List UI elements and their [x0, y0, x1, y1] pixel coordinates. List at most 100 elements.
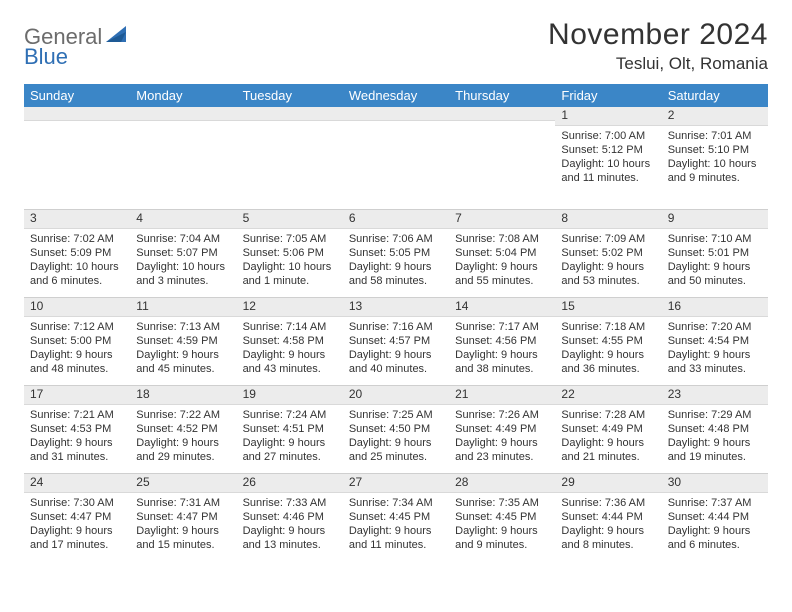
day-cell	[449, 121, 555, 209]
sunrise-text: Sunrise: 7:05 AM	[243, 232, 337, 246]
day-cell: 2Sunrise: 7:01 AMSunset: 5:10 PMDaylight…	[662, 121, 768, 209]
sunset-text: Sunset: 4:44 PM	[668, 510, 762, 524]
day-number: 4	[130, 209, 236, 229]
weekday-header-row: Sunday Monday Tuesday Wednesday Thursday…	[24, 84, 768, 107]
sunset-text: Sunset: 4:57 PM	[349, 334, 443, 348]
daylight-text: Daylight: 10 hours and 1 minute.	[243, 260, 337, 289]
day-body: Sunrise: 7:36 AMSunset: 4:44 PMDaylight:…	[555, 493, 661, 559]
day-cell: 18Sunrise: 7:22 AMSunset: 4:52 PMDayligh…	[130, 385, 236, 473]
sunrise-text: Sunrise: 7:30 AM	[30, 496, 124, 510]
day-number: 10	[24, 297, 130, 317]
day-number: 9	[662, 209, 768, 229]
day-number: 7	[449, 209, 555, 229]
day-cell: 28Sunrise: 7:35 AMSunset: 4:45 PMDayligh…	[449, 473, 555, 561]
sunset-text: Sunset: 5:10 PM	[668, 143, 762, 157]
daylight-text: Daylight: 9 hours and 58 minutes.	[349, 260, 443, 289]
day-cell: 13Sunrise: 7:16 AMSunset: 4:57 PMDayligh…	[343, 297, 449, 385]
daylight-text: Daylight: 9 hours and 53 minutes.	[561, 260, 655, 289]
daylight-text: Daylight: 9 hours and 48 minutes.	[30, 348, 124, 377]
day-body: Sunrise: 7:02 AMSunset: 5:09 PMDaylight:…	[24, 229, 130, 295]
day-cell: 30Sunrise: 7:37 AMSunset: 4:44 PMDayligh…	[662, 473, 768, 561]
day-cell: 3Sunrise: 7:02 AMSunset: 5:09 PMDaylight…	[24, 209, 130, 297]
daylight-text: Daylight: 9 hours and 45 minutes.	[136, 348, 230, 377]
sunrise-text: Sunrise: 7:08 AM	[455, 232, 549, 246]
sunrise-text: Sunrise: 7:24 AM	[243, 408, 337, 422]
sunrise-text: Sunrise: 7:16 AM	[349, 320, 443, 334]
sunset-text: Sunset: 4:45 PM	[455, 510, 549, 524]
day-cell: 27Sunrise: 7:34 AMSunset: 4:45 PMDayligh…	[343, 473, 449, 561]
weekday-saturday: Saturday	[662, 84, 768, 107]
day-cell: 10Sunrise: 7:12 AMSunset: 5:00 PMDayligh…	[24, 297, 130, 385]
day-cell: 9Sunrise: 7:10 AMSunset: 5:01 PMDaylight…	[662, 209, 768, 297]
day-cell: 26Sunrise: 7:33 AMSunset: 4:46 PMDayligh…	[237, 473, 343, 561]
sunset-text: Sunset: 4:49 PM	[455, 422, 549, 436]
sunrise-text: Sunrise: 7:09 AM	[561, 232, 655, 246]
sunrise-text: Sunrise: 7:17 AM	[455, 320, 549, 334]
sunrise-text: Sunrise: 7:02 AM	[30, 232, 124, 246]
sunset-text: Sunset: 4:54 PM	[668, 334, 762, 348]
sunset-text: Sunset: 4:47 PM	[136, 510, 230, 524]
day-cell: 22Sunrise: 7:28 AMSunset: 4:49 PMDayligh…	[555, 385, 661, 473]
daylight-text: Daylight: 9 hours and 33 minutes.	[668, 348, 762, 377]
day-number: 19	[237, 385, 343, 405]
day-body: Sunrise: 7:05 AMSunset: 5:06 PMDaylight:…	[237, 229, 343, 295]
sunrise-text: Sunrise: 7:21 AM	[30, 408, 124, 422]
sunset-text: Sunset: 5:01 PM	[668, 246, 762, 260]
day-body: Sunrise: 7:16 AMSunset: 4:57 PMDaylight:…	[343, 317, 449, 383]
day-number: 17	[24, 385, 130, 405]
sunset-text: Sunset: 4:49 PM	[561, 422, 655, 436]
day-cell: 17Sunrise: 7:21 AMSunset: 4:53 PMDayligh…	[24, 385, 130, 473]
sunset-text: Sunset: 4:45 PM	[349, 510, 443, 524]
day-number: 3	[24, 209, 130, 229]
daylight-text: Daylight: 10 hours and 9 minutes.	[668, 157, 762, 186]
sunrise-text: Sunrise: 7:00 AM	[561, 129, 655, 143]
daylight-text: Daylight: 9 hours and 55 minutes.	[455, 260, 549, 289]
day-cell: 20Sunrise: 7:25 AMSunset: 4:50 PMDayligh…	[343, 385, 449, 473]
day-body: Sunrise: 7:28 AMSunset: 4:49 PMDaylight:…	[555, 405, 661, 471]
day-body: Sunrise: 7:10 AMSunset: 5:01 PMDaylight:…	[662, 229, 768, 295]
day-cell: 19Sunrise: 7:24 AMSunset: 4:51 PMDayligh…	[237, 385, 343, 473]
day-body: Sunrise: 7:34 AMSunset: 4:45 PMDaylight:…	[343, 493, 449, 559]
day-body: Sunrise: 7:17 AMSunset: 4:56 PMDaylight:…	[449, 317, 555, 383]
sunrise-text: Sunrise: 7:36 AM	[561, 496, 655, 510]
day-cell: 15Sunrise: 7:18 AMSunset: 4:55 PMDayligh…	[555, 297, 661, 385]
day-body: Sunrise: 7:29 AMSunset: 4:48 PMDaylight:…	[662, 405, 768, 471]
sunset-text: Sunset: 5:05 PM	[349, 246, 443, 260]
sunset-text: Sunset: 5:02 PM	[561, 246, 655, 260]
sunset-text: Sunset: 5:09 PM	[30, 246, 124, 260]
sunset-text: Sunset: 5:06 PM	[243, 246, 337, 260]
day-cell: 24Sunrise: 7:30 AMSunset: 4:47 PMDayligh…	[24, 473, 130, 561]
daylight-text: Daylight: 9 hours and 27 minutes.	[243, 436, 337, 465]
week-row: 17Sunrise: 7:21 AMSunset: 4:53 PMDayligh…	[24, 385, 768, 473]
week-row: 1Sunrise: 7:00 AMSunset: 5:12 PMDaylight…	[24, 121, 768, 209]
day-number: 30	[662, 473, 768, 493]
day-body: Sunrise: 7:14 AMSunset: 4:58 PMDaylight:…	[237, 317, 343, 383]
day-cell: 21Sunrise: 7:26 AMSunset: 4:49 PMDayligh…	[449, 385, 555, 473]
daylight-text: Daylight: 9 hours and 36 minutes.	[561, 348, 655, 377]
weekday-wednesday: Wednesday	[343, 84, 449, 107]
location: Teslui, Olt, Romania	[548, 54, 768, 74]
day-number: 8	[555, 209, 661, 229]
day-body: Sunrise: 7:30 AMSunset: 4:47 PMDaylight:…	[24, 493, 130, 559]
sunset-text: Sunset: 4:47 PM	[30, 510, 124, 524]
sunrise-text: Sunrise: 7:37 AM	[668, 496, 762, 510]
sunrise-text: Sunrise: 7:28 AM	[561, 408, 655, 422]
title-block: November 2024 Teslui, Olt, Romania	[548, 18, 768, 74]
day-number: 11	[130, 297, 236, 317]
weekday-thursday: Thursday	[449, 84, 555, 107]
sunrise-text: Sunrise: 7:18 AM	[561, 320, 655, 334]
sunrise-text: Sunrise: 7:35 AM	[455, 496, 549, 510]
day-number: 23	[662, 385, 768, 405]
day-number: 25	[130, 473, 236, 493]
week-row: 3Sunrise: 7:02 AMSunset: 5:09 PMDaylight…	[24, 209, 768, 297]
day-body: Sunrise: 7:22 AMSunset: 4:52 PMDaylight:…	[130, 405, 236, 471]
sunrise-text: Sunrise: 7:14 AM	[243, 320, 337, 334]
day-body: Sunrise: 7:00 AMSunset: 5:12 PMDaylight:…	[555, 126, 661, 192]
day-number: 2	[662, 107, 768, 126]
day-number: 16	[662, 297, 768, 317]
month-title: November 2024	[548, 18, 768, 52]
day-number: 6	[343, 209, 449, 229]
day-body: Sunrise: 7:12 AMSunset: 5:00 PMDaylight:…	[24, 317, 130, 383]
day-number: 27	[343, 473, 449, 493]
day-cell: 29Sunrise: 7:36 AMSunset: 4:44 PMDayligh…	[555, 473, 661, 561]
